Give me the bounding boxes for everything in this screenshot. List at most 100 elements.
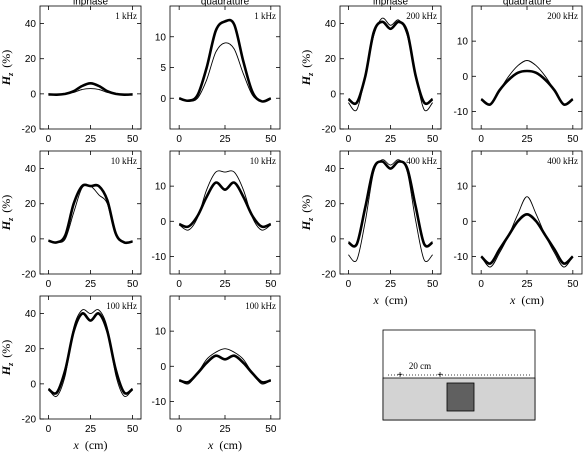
x-axis-label-var: x	[509, 293, 516, 307]
y-axis-label-unit: (%)	[0, 50, 13, 68]
x-axis-label: x (cm)	[207, 438, 242, 452]
y-axis-label: Hz (%)	[0, 195, 15, 231]
y-tick-label: 20	[25, 54, 37, 65]
frequency-label: 100 kHz	[245, 301, 276, 311]
x-tick-label: 50	[427, 279, 439, 290]
y-tick-label: 0	[30, 234, 36, 245]
y-tick-label: 10	[155, 32, 167, 43]
y-axis-label: Hz (%)	[299, 50, 315, 86]
x-tick-label: 50	[127, 134, 139, 145]
y-axis-label-var: H	[0, 365, 13, 376]
panel-frame	[39, 150, 142, 275]
frequency-label: 100 kHz	[106, 301, 137, 311]
frequency-label: 10 kHz	[111, 156, 137, 166]
x-tick-label: 25	[521, 134, 533, 145]
y-tick-label: 40	[25, 164, 37, 175]
x-tick-label: 0	[176, 134, 182, 145]
panel-1k-q: quadrature 1 kHz 0 5 10 0 25 50	[155, 0, 281, 145]
inset-separation-label: 20 cm	[409, 361, 431, 371]
x-tick-label: 50	[127, 279, 139, 290]
x-tick-label: 25	[219, 279, 231, 290]
series-thin	[179, 42, 271, 102]
inset-rx-marker: +	[437, 370, 443, 381]
x-tick-label: 0	[478, 134, 484, 145]
series-thin	[48, 184, 133, 244]
frequency-label: 200 kHz	[547, 11, 578, 21]
inset-tx-marker: +	[397, 370, 403, 381]
y-axis-label-unit: (%)	[0, 340, 13, 358]
panel-10k-q: 10 kHz -10 0 10 0 25 50	[152, 150, 281, 290]
panel-10k-in: 10 kHz -20 0 20 40 0 25 50 Hz (%)	[0, 150, 142, 290]
x-tick-label: 25	[385, 279, 397, 290]
series-thick	[480, 213, 574, 265]
series-thick	[48, 183, 133, 245]
x-tick-label: 0	[346, 279, 352, 290]
x-tick-label: 0	[46, 134, 52, 145]
series-thick	[347, 20, 434, 106]
x-tick-label: 50	[427, 134, 439, 145]
panel-1k-in: inphase 1 kHz -20 0 20 40 0 25 50 Hz (%)	[0, 0, 142, 145]
y-tick-label: -20	[322, 270, 337, 281]
column-title: quadrature	[503, 0, 552, 8]
frequency-label: 1 kHz	[115, 11, 137, 21]
y-tick-label: 0	[330, 89, 336, 100]
y-axis-label: Hz (%)	[0, 50, 15, 86]
panel-frame	[39, 295, 142, 420]
x-tick-label: 0	[176, 424, 182, 435]
series-thick	[178, 18, 272, 103]
column-title: quadrature	[201, 0, 250, 8]
panel-100k-q: 100 kHz -10 0 10 0 25 50 x (cm)	[152, 295, 281, 452]
y-tick-label: -20	[22, 125, 37, 136]
y-tick-label: 0	[30, 379, 36, 390]
x-tick-label: 0	[46, 424, 52, 435]
x-axis-label: x (cm)	[373, 293, 408, 307]
panel-400k-in: 400 kHz -20 0 20 40 0 25 50 Hz (%) x (cm)	[299, 150, 442, 307]
panel-400k-q: 400 kHz -10 0 10 0 25 50 x (cm)	[454, 150, 583, 307]
y-tick-label: -10	[454, 252, 469, 263]
y-tick-label: 5	[160, 63, 166, 74]
y-tick-label: 0	[160, 217, 166, 228]
panel-200k-in: inphase 200 kHz -20 0 20 40 0 25 50 Hz (%)	[299, 0, 442, 145]
x-tick-label: 25	[219, 134, 231, 145]
y-tick-label: -20	[22, 270, 37, 281]
y-axis-label-var: H	[299, 75, 313, 86]
y-tick-label: 10	[457, 37, 469, 48]
panel-frame	[39, 5, 142, 130]
x-tick-label: 0	[346, 134, 352, 145]
x-tick-label: 50	[127, 424, 139, 435]
series-thick	[47, 312, 134, 395]
y-axis-label-sub: z	[6, 72, 15, 77]
x-axis-label: x (cm)	[73, 438, 108, 452]
frequency-label: 400 kHz	[406, 156, 437, 166]
x-tick-label: 25	[85, 279, 97, 290]
x-tick-label: 25	[85, 424, 97, 435]
y-tick-label: 0	[160, 94, 166, 105]
series-thin	[480, 196, 574, 268]
y-tick-label: -20	[22, 415, 37, 426]
x-axis-label-var: x	[207, 438, 214, 452]
x-tick-label: 50	[567, 279, 579, 290]
panel-frame	[169, 5, 281, 130]
y-tick-label: 0	[462, 217, 468, 228]
x-tick-label: 25	[219, 424, 231, 435]
panel-200k-q: quadrature 200 kHz -10 0 10 0 25 50	[454, 0, 583, 145]
y-axis-label-unit: (%)	[299, 195, 313, 213]
series-thin	[348, 17, 433, 112]
x-tick-label: 25	[521, 279, 533, 290]
y-axis-label: Hz (%)	[299, 195, 315, 231]
series-thick	[178, 354, 272, 384]
x-tick-label: 50	[265, 134, 277, 145]
y-axis-label-sub: z	[306, 217, 315, 222]
x-axis-label: x (cm)	[509, 293, 544, 307]
y-axis-label-sub: z	[306, 72, 315, 77]
y-tick-label: 20	[325, 54, 337, 65]
frequency-label: 10 kHz	[250, 156, 276, 166]
series-thick	[347, 160, 434, 248]
frequency-label: 1 kHz	[254, 11, 276, 21]
y-tick-label: 40	[325, 164, 337, 175]
panel-frame	[471, 150, 583, 275]
series-thick	[48, 82, 133, 97]
panel-frame	[169, 295, 281, 420]
frequency-label: 400 kHz	[547, 156, 578, 166]
